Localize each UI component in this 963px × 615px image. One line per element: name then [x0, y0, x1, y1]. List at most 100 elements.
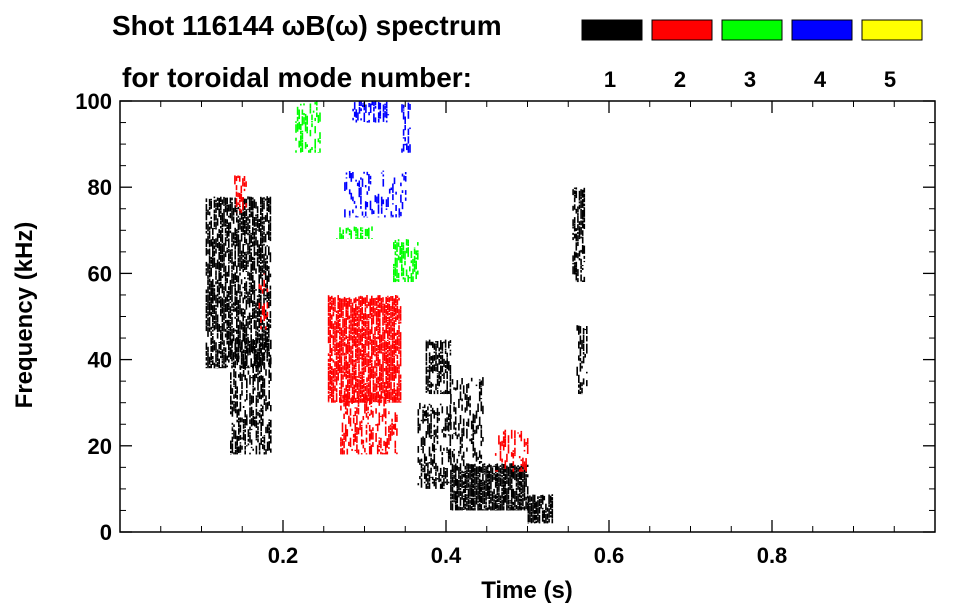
spectrum-mark-mode-2 [334, 385, 336, 391]
spectrum-mark-mode-1 [231, 279, 233, 284]
spectrum-mark-mode-1 [260, 384, 262, 393]
spectrum-mark-mode-1 [242, 332, 244, 342]
spectrum-mark-mode-4 [406, 143, 408, 151]
spectrum-mark-mode-1 [581, 236, 584, 244]
spectrum-mark-mode-1 [266, 345, 268, 351]
spectrum-mark-mode-2 [334, 320, 336, 325]
spectrum-mark-mode-1 [268, 266, 270, 270]
spectrum-mark-mode-1 [205, 198, 208, 203]
spectrum-mark-mode-2 [345, 335, 347, 340]
spectrum-mark-mode-1 [477, 490, 479, 500]
spectrum-mark-mode-2 [347, 336, 349, 339]
spectrum-mark-mode-2 [365, 437, 368, 443]
spectrum-mark-mode-1 [575, 208, 578, 214]
spectrum-mark-mode-1 [263, 323, 265, 329]
spectrum-mark-mode-2 [356, 427, 358, 435]
spectrum-mark-mode-3 [397, 242, 400, 247]
spectrum-mark-mode-1 [578, 201, 581, 204]
spectrum-mark-mode-4 [388, 188, 391, 194]
spectrum-mark-mode-2 [369, 329, 371, 335]
spectrum-mark-mode-1 [466, 479, 468, 489]
spectrum-mark-mode-2 [358, 353, 360, 361]
spectrum-mark-mode-1 [443, 391, 445, 395]
spectrum-mark-mode-1 [450, 421, 452, 430]
spectrum-mark-mode-2 [353, 339, 355, 347]
spectrum-mark-mode-1 [485, 483, 487, 491]
spectrum-mark-mode-1 [218, 282, 220, 287]
spectrum-mark-mode-2 [393, 317, 395, 320]
spectrum-mark-mode-1 [262, 436, 264, 439]
spectrum-mark-mode-1 [469, 464, 471, 469]
spectrum-mark-mode-1 [212, 345, 214, 353]
spectrum-mark-mode-1 [433, 351, 436, 354]
spectrum-mark-mode-2 [242, 178, 244, 187]
spectrum-mark-mode-1 [419, 402, 421, 410]
spectrum-mark-mode-4 [390, 211, 393, 216]
spectrum-mark-mode-1 [263, 352, 265, 359]
spectrum-mark-mode-1 [234, 227, 236, 236]
spectrum-mark-mode-1 [236, 386, 238, 394]
spectrum-mark-mode-1 [250, 248, 252, 251]
spectrum-mark-mode-1 [223, 307, 225, 313]
mode-1-region-6 [450, 377, 484, 472]
y-tick-label: 20 [88, 434, 112, 459]
spectrum-mark-mode-3 [319, 140, 321, 144]
spectrum-mark-mode-1 [231, 202, 233, 211]
spectrum-mark-mode-3 [300, 135, 302, 141]
spectrum-mark-mode-1 [239, 372, 242, 381]
spectrum-mark-mode-1 [265, 402, 267, 412]
spectrum-mark-mode-2 [351, 302, 354, 307]
spectrum-mark-mode-2 [382, 306, 384, 316]
spectrum-mark-mode-1 [253, 228, 256, 231]
spectrum-mark-mode-1 [490, 473, 492, 480]
spectrum-mark-mode-2 [361, 353, 363, 361]
spectrum-mark-mode-4 [404, 197, 407, 201]
spectrum-mark-mode-1 [428, 339, 431, 346]
spectrum-mark-mode-2 [368, 425, 371, 432]
spectrum-mark-mode-2 [331, 370, 333, 375]
spectrum-mark-mode-1 [483, 480, 486, 486]
spectrum-mark-mode-3 [340, 233, 343, 239]
spectrum-mark-mode-1 [515, 482, 518, 487]
spectrum-mark-mode-1 [228, 230, 230, 237]
spectrum-mark-mode-1 [240, 256, 243, 260]
mode-3-region-14 [295, 101, 321, 153]
spectrum-mark-mode-1 [502, 506, 505, 511]
spectrum-mark-mode-1 [427, 462, 429, 468]
spectrum-mark-mode-1 [454, 416, 457, 425]
spectrum-mark-mode-1 [249, 407, 251, 411]
spectrum-mark-mode-1 [538, 515, 541, 522]
spectrum-mark-mode-2 [396, 401, 399, 403]
spectrum-mark-mode-2 [396, 346, 399, 351]
spectrum-mark-mode-1 [247, 347, 249, 356]
spectrum-mark-mode-1 [486, 497, 489, 499]
spectrum-mark-mode-1 [579, 382, 582, 390]
spectrum-mark-mode-1 [501, 470, 503, 474]
spectrum-mark-mode-3 [348, 233, 351, 236]
spectrum-mark-mode-1 [223, 365, 225, 369]
spectrum-mark-mode-1 [451, 500, 454, 503]
spectrum-mark-mode-2 [367, 314, 370, 319]
spectrum-mark-mode-1 [208, 264, 211, 270]
spectrum-mark-mode-1 [212, 326, 214, 329]
spectrum-mark-mode-1 [575, 233, 578, 242]
spectrum-mark-mode-1 [462, 471, 465, 473]
spectrum-mark-mode-2 [334, 306, 336, 312]
spectrum-mark-mode-1 [231, 249, 233, 252]
spectrum-mark-mode-2 [345, 355, 347, 360]
spectrum-mark-mode-1 [422, 406, 424, 409]
spectrum-mark-mode-1 [453, 465, 455, 473]
spectrum-mark-mode-1 [220, 341, 222, 350]
mode-2-region-11 [234, 175, 247, 214]
spectrum-mark-mode-3 [314, 117, 316, 122]
spectrum-mark-mode-3 [407, 239, 409, 244]
spectrum-mark-mode-1 [269, 311, 272, 319]
spectrum-mark-mode-1 [256, 326, 259, 331]
spectrum-mark-mode-1 [469, 469, 471, 480]
spectrum-mark-mode-1 [215, 248, 217, 254]
spectrum-mark-mode-1 [467, 464, 470, 468]
spectrum-mark-mode-1 [435, 481, 437, 489]
spectrum-mark-mode-2 [343, 352, 346, 356]
spectrum-mark-mode-3 [300, 124, 302, 131]
spectrum-mark-mode-1 [228, 253, 230, 262]
